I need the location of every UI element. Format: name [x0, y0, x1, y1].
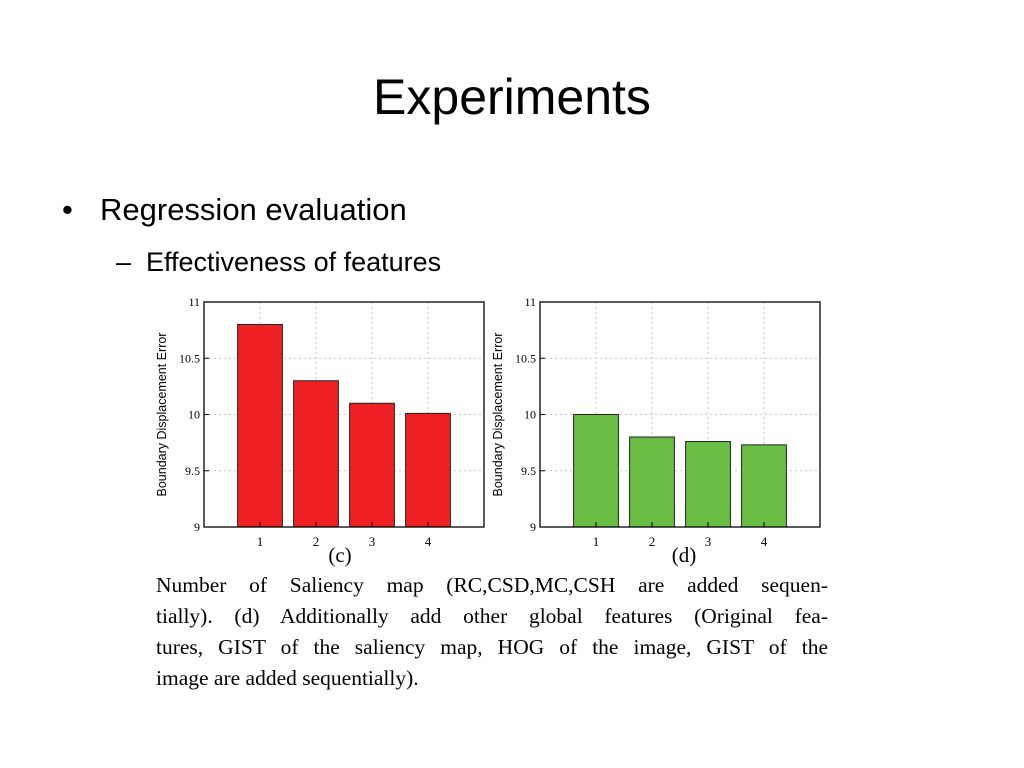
y-tick-label: 10 — [524, 408, 536, 422]
bar-1 — [237, 324, 283, 528]
sub-bullet-effectiveness: – Effectiveness of features — [116, 243, 441, 281]
x-tick-label: 4 — [761, 534, 768, 549]
y-tick-label: 10 — [188, 408, 200, 422]
slide-title: Experiments — [373, 69, 651, 125]
x-tick-label: 1 — [593, 534, 600, 549]
caption-line-1: Number of Saliency map (RC,CSD,MC,CSH ar… — [156, 573, 828, 597]
bullet-marker: • — [62, 192, 73, 227]
panel-label-d: (d) — [671, 543, 697, 567]
bullet-text: Regression evaluation — [100, 192, 407, 227]
y-tick-label: 9.5 — [521, 464, 536, 478]
y-tick-label: 11 — [524, 295, 536, 309]
y-tick-label: 10.5 — [515, 351, 536, 365]
x-tick-label: 3 — [705, 534, 712, 549]
bar-1 — [573, 414, 619, 528]
bar-4 — [741, 444, 787, 528]
sub-bullet-marker: – — [116, 247, 132, 277]
y-tick-label: 11 — [188, 295, 200, 309]
caption-line-4: image are added sequentially). — [156, 666, 419, 690]
y-tick-label: 10.5 — [179, 351, 200, 365]
y-tick-label: 9 — [194, 520, 200, 534]
y-tick-label: 9 — [530, 520, 536, 534]
figure-caption: Number of Saliency map (RC,CSD,MC,CSH ar… — [156, 570, 828, 694]
bullet-regression-evaluation: • Regression evaluation — [62, 188, 407, 232]
caption-line-2: tially). (d) Additionally add other glob… — [156, 604, 828, 628]
x-tick-label: 3 — [369, 534, 376, 549]
x-tick-label: 1 — [257, 534, 264, 549]
y-axis-label: Boundary Displacement Error — [155, 333, 169, 497]
y-tick-label: 9.5 — [185, 464, 200, 478]
sub-bullet-text: Effectiveness of features — [146, 247, 442, 277]
bar-3 — [349, 402, 395, 528]
y-axis-label: Boundary Displacement Error — [491, 333, 505, 497]
x-tick-label: 2 — [649, 534, 656, 549]
panel-label-c: (c) — [328, 543, 352, 567]
bar-4 — [405, 412, 451, 528]
bar-3 — [685, 441, 731, 528]
x-tick-label: 4 — [425, 534, 432, 549]
figure-bar-charts: 9 9.5 10 10.5 11 1 2 3 4 Boundary Displacement Er… — [150, 292, 840, 549]
bar-2 — [629, 436, 675, 528]
x-tick-label: 2 — [313, 534, 320, 549]
caption-line-3: tures, GIST of the saliency map, HOG of … — [156, 635, 828, 659]
bar-2 — [293, 380, 339, 528]
